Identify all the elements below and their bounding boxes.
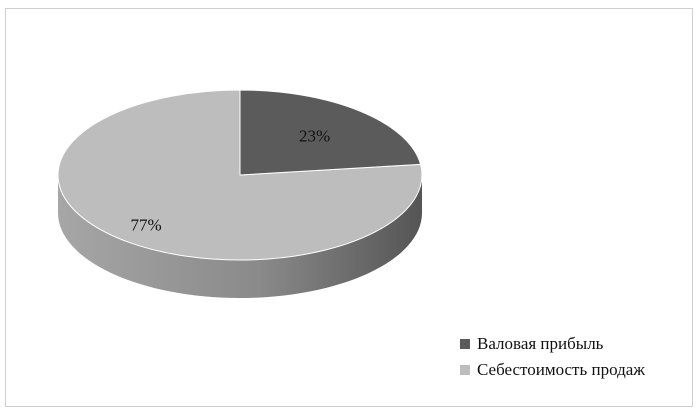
legend: Валовая прибыль Себестоимость продаж [460,334,645,379]
data-label-gross-profit: 23% [299,126,330,145]
legend-swatch-cost [460,365,470,375]
pie-side-cost [58,175,422,298]
legend-label-gross-profit: Валовая прибыль [477,334,604,353]
pie-slice-gross-profit[interactable] [239,89,422,176]
legend-swatch-gross-profit [460,339,470,349]
legend-label-cost: Себестоимость продаж [477,360,645,379]
data-label-cost: 77% [131,216,162,235]
pie-slice-cost[interactable] [57,89,423,261]
